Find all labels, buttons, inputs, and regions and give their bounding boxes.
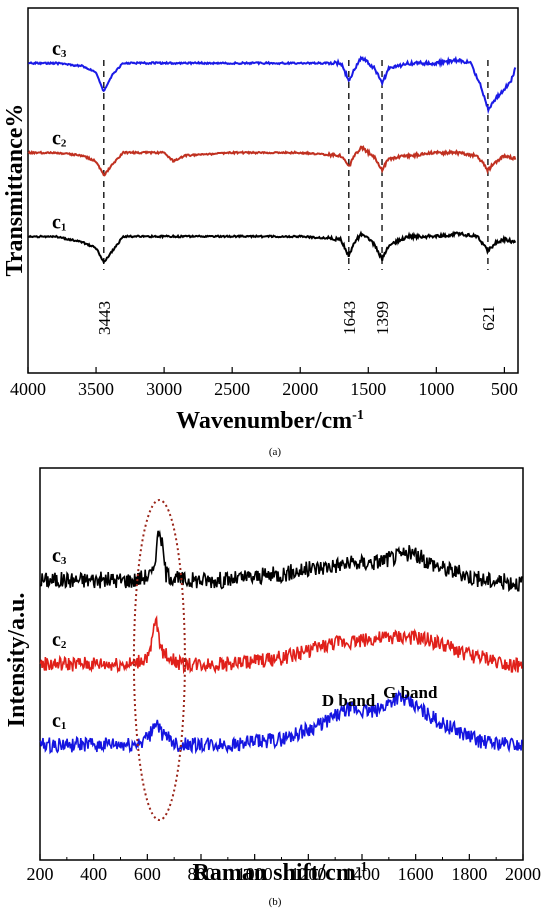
ftir-x-tick-label: 2500 [214,379,250,399]
raman-series-c2 [39,615,523,675]
ftir-x-tick-label: 2000 [282,379,318,399]
highlight-ellipse [132,499,186,821]
raman-series-label-c1: c1 [52,710,66,732]
ftir-series-c2 [27,144,517,177]
ftir-x-tick-label: 3000 [146,379,182,399]
raman-x-tick-label: 1200 [290,864,326,884]
raman-x-tick-label: 1600 [398,864,434,884]
annotation-d-band: D band [322,691,376,710]
raman-panel: 200 400 600 800 1000 1200 1400 1600 1800 2000 c3 c… [4,467,541,908]
raman-x-tick-label: 600 [134,864,161,884]
ftir-series-c3 [28,55,517,115]
raman-series-label-c3: c3 [52,545,67,567]
ftir-x-tick-label: 1000 [418,379,454,399]
raman-x-tick-label: 1000 [237,864,273,884]
ftir-x-tick-label: 3500 [78,379,114,399]
ftir-plot-frame [27,7,519,374]
ftir-x-tick-label: 1500 [350,379,386,399]
ftir-panel: 4000 3500 3000 2500 2000 1500 1000 500 3443 1643… [2,7,519,458]
ftir-y-axis-label: Transmittance% [2,104,28,277]
ftir-series-label-c3: c3 [52,38,67,60]
peak-marker-label: 3443 [95,301,114,335]
ftir-x-axis-label: Wavenumber/cm-1 [176,408,364,434]
ftir-x-axis-label-main: Wavenumber/cm [176,408,352,434]
raman-series-c1 [39,689,523,755]
raman-caption: (b) [269,896,282,908]
raman-x-tick-label: 2000 [505,864,541,884]
ftir-series-label-c1: c1 [52,211,66,233]
raman-x-tick-label: 400 [80,864,107,884]
raman-y-axis-label: Intensity/a.u. [4,593,30,728]
raman-series-label-c2: c2 [52,629,67,651]
ftir-series-c1 [28,230,517,264]
peak-marker-label: 621 [479,305,498,331]
ftir-x-axis-label-sup: -1 [352,408,364,423]
raman-x-tick-label: 200 [27,864,54,884]
raman-x-axis-label: Raman shift/cm-1 [193,860,368,886]
ftir-caption: (a) [269,446,282,458]
raman-series-c3 [39,529,523,593]
ftir-x-tick-label: 4000 [10,379,46,399]
raman-x-axis-label-sup: -1 [356,860,368,875]
raman-x-tick-label: 1800 [451,864,487,884]
raman-x-axis-label-main: Raman shift/cm [193,860,356,886]
ftir-series-label-c2: c2 [52,128,67,150]
raman-x-tick-label: 1400 [344,864,380,884]
annotation-g-band: G band [383,683,438,702]
ftir-x-tick-label: 500 [491,379,518,399]
peak-marker-label: 1643 [340,301,359,335]
raman-x-tick-label: 800 [188,864,215,884]
peak-marker-label: 1399 [373,301,392,335]
